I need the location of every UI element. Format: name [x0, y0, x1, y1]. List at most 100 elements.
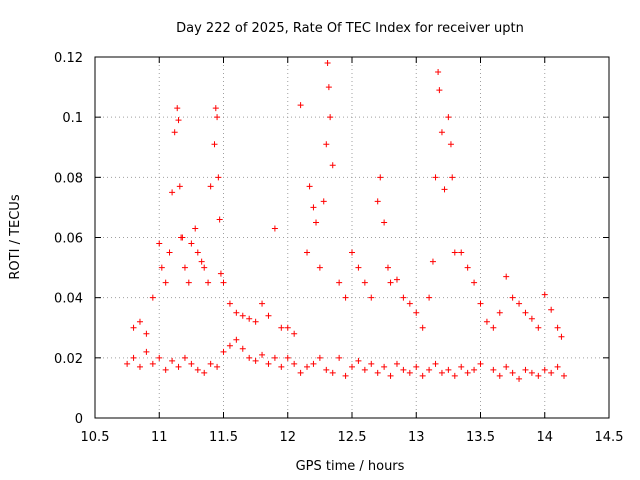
data-point: [259, 351, 266, 358]
data-point: [477, 300, 484, 307]
data-point: [313, 219, 320, 226]
data-point: [516, 375, 523, 382]
data-point: [541, 366, 548, 373]
data-point: [156, 240, 163, 247]
data-points: [124, 60, 568, 382]
data-point: [368, 360, 375, 367]
data-point: [291, 360, 298, 367]
data-point: [496, 309, 503, 316]
data-point: [166, 249, 173, 256]
data-point: [310, 204, 317, 211]
data-point: [554, 324, 561, 331]
data-point: [368, 294, 375, 301]
x-tick-label: 13: [408, 430, 425, 445]
data-point: [239, 312, 246, 319]
y-tick-label: 0: [75, 412, 83, 427]
data-point: [271, 354, 278, 361]
data-point: [207, 360, 214, 367]
data-point: [445, 366, 452, 373]
data-point: [509, 369, 516, 376]
data-point: [158, 264, 165, 271]
data-point: [136, 318, 143, 325]
data-point: [432, 174, 439, 181]
data-point: [278, 363, 285, 370]
x-tick-label: 14.5: [595, 430, 624, 445]
data-point: [162, 279, 169, 286]
data-point: [374, 369, 381, 376]
data-point: [336, 354, 343, 361]
data-point: [217, 270, 224, 277]
data-point: [509, 294, 516, 301]
data-point: [490, 324, 497, 331]
data-point: [458, 363, 465, 370]
data-point: [291, 330, 298, 337]
data-point: [393, 360, 400, 367]
data-point: [297, 102, 304, 109]
data-point: [522, 366, 529, 373]
data-point: [306, 183, 313, 190]
data-point: [445, 114, 452, 121]
x-tick-label: 11: [151, 430, 168, 445]
data-point: [336, 279, 343, 286]
data-point: [143, 330, 150, 337]
data-point: [271, 225, 278, 232]
data-point: [246, 354, 253, 361]
data-point: [185, 279, 192, 286]
data-point: [558, 333, 565, 340]
data-point: [176, 183, 183, 190]
data-point: [212, 105, 219, 112]
data-point: [342, 294, 349, 301]
data-point: [226, 342, 233, 349]
data-point: [169, 357, 176, 364]
data-point: [304, 363, 311, 370]
data-point: [239, 345, 246, 352]
data-point: [503, 273, 510, 280]
data-point: [320, 198, 327, 205]
data-point: [516, 300, 523, 307]
data-point: [471, 366, 478, 373]
y-axis-label: ROTI / TECUs: [8, 194, 23, 279]
data-point: [304, 249, 311, 256]
data-point: [233, 309, 240, 316]
data-point: [214, 363, 221, 370]
data-point: [355, 264, 362, 271]
x-tick-label: 12.5: [338, 430, 367, 445]
data-point: [201, 264, 208, 271]
data-point: [426, 294, 433, 301]
data-point: [265, 312, 272, 319]
data-point: [441, 186, 448, 193]
data-point: [252, 357, 259, 364]
data-point: [149, 294, 156, 301]
data-point: [477, 360, 484, 367]
axis-ticks: 10.5 11 11.5 12 12.5 13 13.5 14 14.5 0 0.02 0.04 0.0…: [54, 51, 623, 445]
data-point: [188, 240, 195, 247]
data-point: [329, 369, 336, 376]
data-point: [226, 300, 233, 307]
y-tick-label: 0.04: [54, 292, 83, 307]
data-point: [535, 372, 542, 379]
data-point: [143, 348, 150, 355]
x-axis-label: GPS time / hours: [296, 459, 405, 474]
data-point: [201, 369, 208, 376]
grid-lines: [95, 57, 609, 418]
data-point: [316, 354, 323, 361]
data-point: [419, 372, 426, 379]
data-point: [215, 174, 222, 181]
data-point: [278, 324, 285, 331]
data-point: [175, 117, 182, 124]
data-point: [130, 354, 137, 361]
data-point: [361, 279, 368, 286]
data-point: [349, 363, 355, 370]
data-point: [432, 360, 439, 367]
data-point: [259, 300, 266, 307]
data-point: [438, 129, 445, 136]
data-point: [548, 306, 555, 313]
data-point: [329, 162, 336, 169]
x-tick-label: 14: [536, 430, 553, 445]
data-point: [447, 141, 454, 148]
data-point: [406, 369, 413, 376]
x-tick-label: 12: [279, 430, 296, 445]
data-point: [535, 324, 542, 331]
data-point: [179, 234, 186, 241]
data-point: [136, 363, 143, 370]
